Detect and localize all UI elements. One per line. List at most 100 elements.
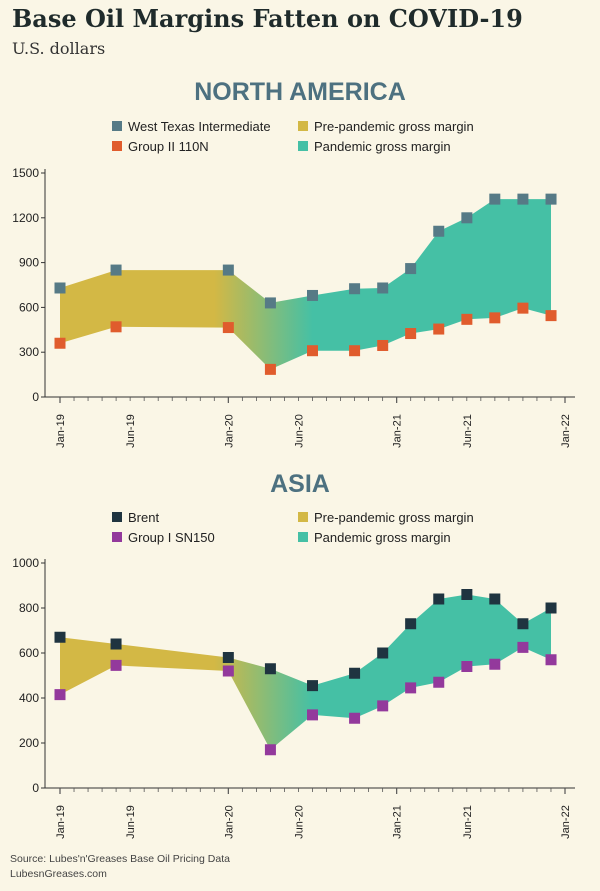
data-point <box>545 193 557 205</box>
x-tick-label: Jan-20 <box>223 805 235 839</box>
legend-label-pre-pandemic-gross-margin: Pre-pandemic gross margin <box>314 510 474 525</box>
legend-swatch-pre-pandemic-gross-margin <box>298 512 308 522</box>
x-tick-label: Jan-20 <box>223 414 235 448</box>
legend-swatch-group-ii-110n <box>112 141 122 151</box>
data-point <box>307 345 318 357</box>
data-point <box>489 193 501 205</box>
region-title: ASIA <box>270 470 330 498</box>
legend-label-pandemic-gross-margin: Pandemic gross margin <box>314 139 451 154</box>
data-point <box>545 654 557 666</box>
data-point <box>461 661 473 672</box>
y-tick-label: 0 <box>32 781 39 795</box>
data-point <box>545 602 557 614</box>
data-point <box>110 638 122 650</box>
data-point <box>307 289 318 301</box>
data-point <box>222 665 234 677</box>
data-point <box>461 589 473 600</box>
y-tick-label: 1500 <box>12 166 39 180</box>
data-point <box>54 282 66 294</box>
y-tick-label: 0 <box>32 390 39 404</box>
data-point <box>433 225 445 237</box>
y-tick-label: 400 <box>19 691 39 705</box>
data-point <box>461 212 473 224</box>
x-tick-label: Jun-19 <box>125 414 137 448</box>
data-point <box>405 618 417 630</box>
data-point <box>222 322 234 334</box>
x-tick-label: Jan-19 <box>55 414 67 448</box>
data-point <box>264 744 276 756</box>
legend-label-pre-pandemic-gross-margin: Pre-pandemic gross margin <box>314 119 474 134</box>
data-point <box>349 667 361 679</box>
x-tick-label: Jan-21 <box>392 805 404 839</box>
data-point <box>405 263 417 275</box>
y-tick-label: 600 <box>19 646 39 660</box>
x-tick-label: Jan-22 <box>560 805 572 839</box>
legend-label-group-i-sn150: Group I SN150 <box>128 530 215 545</box>
data-point <box>461 313 473 325</box>
data-point <box>349 712 361 724</box>
data-point <box>54 689 66 701</box>
data-point <box>307 709 318 721</box>
data-point <box>54 337 66 349</box>
x-tick-label: Jan-19 <box>55 805 67 839</box>
data-point <box>377 700 389 712</box>
x-tick-label: Jan-22 <box>560 414 572 448</box>
legend-label-brent: Brent <box>128 510 159 525</box>
data-point <box>264 363 276 375</box>
data-point <box>377 282 389 294</box>
margin-band <box>60 199 551 370</box>
page-title: Base Oil Margins Fatten on COVID-19 <box>12 4 523 33</box>
data-point <box>110 264 122 276</box>
data-point <box>377 339 389 351</box>
legend-swatch-pandemic-gross-margin <box>298 141 308 151</box>
x-tick-label: Jun-20 <box>293 414 305 448</box>
legend-swatch-group-i-sn150 <box>112 532 122 542</box>
data-point <box>349 345 361 357</box>
legend-label-west-texas-intermediate: West Texas Intermediate <box>128 119 271 134</box>
data-point <box>517 618 529 630</box>
data-point <box>433 676 445 688</box>
legend-label-pandemic-gross-margin: Pandemic gross margin <box>314 530 451 545</box>
y-tick-label: 600 <box>19 300 39 314</box>
legend-label-group-ii-110n: Group II 110N <box>128 139 209 154</box>
data-point <box>405 328 417 340</box>
margin-band <box>60 594 551 750</box>
legend-swatch-west-texas-intermediate <box>112 121 122 131</box>
north-america-chart: NORTH AMERICA West Texas Intermediate Grou… <box>12 78 575 448</box>
data-point <box>489 658 501 670</box>
data-point <box>349 283 361 295</box>
data-point <box>264 297 276 309</box>
x-tick-label: Jun-19 <box>125 805 137 839</box>
data-point <box>54 631 66 643</box>
data-point <box>433 593 445 605</box>
series-brent <box>54 589 557 692</box>
data-point <box>110 659 122 671</box>
y-tick-label: 300 <box>19 345 39 359</box>
data-point <box>433 323 445 335</box>
y-tick-label: 1000 <box>12 556 39 570</box>
source-text: Source: Lubes'n'Greases Base Oil Pricing… <box>10 853 230 865</box>
source-note: Source: Lubes'n'Greases Base Oil Pricing… <box>10 852 230 882</box>
data-point <box>307 680 318 692</box>
legend-swatch-pandemic-gross-margin <box>298 532 308 542</box>
data-point <box>222 264 234 276</box>
x-tick-label: Jun-21 <box>462 805 474 839</box>
data-point <box>517 302 529 314</box>
data-point <box>377 647 389 659</box>
page-subtitle: U.S. dollars <box>12 39 106 58</box>
data-point <box>222 652 234 663</box>
legend-swatch-pre-pandemic-gross-margin <box>298 121 308 131</box>
y-tick-label: 1200 <box>12 211 39 225</box>
series-group-ii-110n <box>54 302 557 375</box>
data-point <box>489 593 501 605</box>
y-tick-label: 200 <box>19 736 39 750</box>
x-tick-label: Jan-21 <box>392 414 404 448</box>
region-title: NORTH AMERICA <box>194 78 406 106</box>
asia-chart: ASIA Brent Group I SN150 Pre-pandemic gross… <box>12 470 575 839</box>
data-point <box>517 641 529 653</box>
data-point <box>110 321 122 333</box>
data-point <box>489 312 501 324</box>
series-west-texas-intermediate <box>54 193 557 309</box>
site-text: LubesnGreases.com <box>10 868 107 880</box>
data-point <box>405 682 417 694</box>
